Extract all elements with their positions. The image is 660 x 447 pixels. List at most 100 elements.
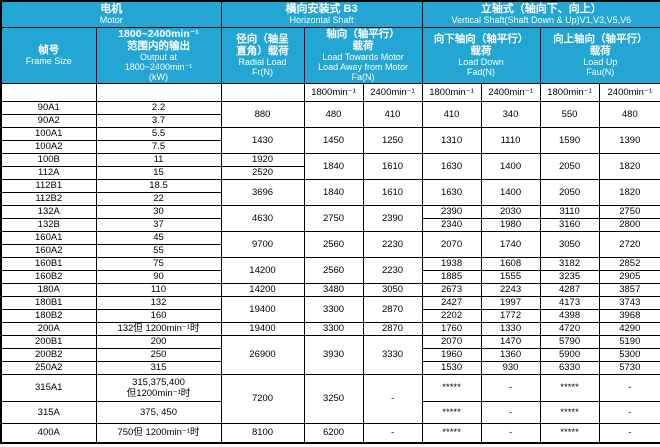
- table-row: 315A1 315,375,400 但1200min⁻¹时 7200 3250- ***…: [0, 373, 660, 424]
- cell-frame: 315A1: [0, 373, 97, 402]
- output-header-zh: 1800~2400min⁻¹ 范围内的输出: [118, 28, 199, 52]
- cell-fr: 4630: [220, 204, 305, 232]
- cell-fa-2400: 2230: [362, 256, 423, 284]
- cell-fad-1800: 2340: [421, 217, 482, 232]
- cell-fau-2400: 3743: [598, 295, 660, 310]
- table-row: 112B2 22: [0, 191, 660, 206]
- cell-frame: 112B2: [0, 191, 97, 206]
- cell-fa-1800: 3930: [303, 334, 364, 375]
- cell-output: 110: [95, 282, 222, 297]
- horizontal-shaft-group-header-en: Horizontal Shaft: [289, 15, 354, 26]
- cell-fa-2400: 1610: [362, 178, 423, 206]
- cell-fau-1800: 3050: [539, 230, 600, 258]
- speed-col-header-fa-1800: 1800min⁻¹: [303, 82, 364, 102]
- cell-fa-2400: -: [362, 373, 423, 424]
- cell-fau-2400: 1820: [598, 152, 660, 180]
- cell-fr: 2520: [220, 165, 305, 180]
- cell-fad-1800: 2202: [421, 308, 482, 323]
- frame-size-header: 帧号 Frame Size: [0, 26, 97, 84]
- radial-load-header-zh: 径向（轴呈 直角）载荷: [236, 33, 289, 57]
- cell-frame: 100A2: [0, 139, 97, 154]
- table-row: 90A2 3.7: [0, 113, 660, 128]
- cell-fad-1800: 1530: [421, 360, 482, 375]
- cell-frame: 200B2: [0, 347, 97, 362]
- cell-fa-1800: 2560: [303, 256, 364, 284]
- cell-fau-1800: 1590: [539, 126, 600, 154]
- speed-col-header-fau-1800: 1800min⁻¹: [539, 82, 600, 102]
- table-row: 180B1 132 19400 3300 2870 2427 1997 4173 3743: [0, 295, 660, 323]
- table-header: 电机 Motor 横向安装式 B3 Horizontal Shaft 立轴式（轴向下、向…: [0, 0, 660, 102]
- cell-fau-1800: 2050: [539, 178, 600, 206]
- output-header-en: Output at 1800~2400min⁻¹ (kW): [124, 52, 193, 82]
- cell-fad-2400: 340: [480, 100, 541, 128]
- table-row: 200A 132但 1200min⁻¹时 19400 3300 2870 1760 1330…: [0, 321, 660, 336]
- cell-fau-2400: 3968: [598, 308, 660, 323]
- table-row: 400A 750但 1200min⁻¹时 8100 6200- ***** - ***** -: [0, 422, 660, 444]
- table-row: 315A 375, 450 ***** - ***** -: [0, 400, 660, 424]
- cell-output: 160: [95, 308, 222, 323]
- cell-fad-1800: 410: [421, 100, 482, 128]
- cell-fr: 880: [220, 100, 305, 128]
- cell-fr: 8100: [220, 422, 305, 444]
- vertical-shaft-group-header: 立轴式（轴向下、向上） Vertical Shaft(Shaft Down & U…: [421, 0, 660, 28]
- cell-fau-2400: 5190: [598, 334, 660, 349]
- cell-fa-1800: 2750: [303, 204, 364, 232]
- radial-load-header: 径向（轴呈 直角）载荷 Radial Load Fr(N): [220, 26, 305, 84]
- table-row: 90A1 2.2 880 480 410 410 340 550 480: [0, 100, 660, 128]
- frame-size-header-en: Frame Size: [25, 56, 72, 66]
- cell-fr: 19400: [220, 321, 305, 336]
- cell-fad-2400: 1555: [480, 269, 541, 284]
- cell-fad-2400: 1400: [480, 178, 541, 206]
- blank-header-cell: [220, 82, 305, 102]
- cell-fau-2400: 3857: [598, 282, 660, 297]
- cell-frame: 250A2: [0, 360, 97, 375]
- cell-fr: 14200: [220, 256, 305, 284]
- cell-frame: 160A1: [0, 230, 97, 245]
- cell-fad-1800: *****: [421, 373, 482, 402]
- cell-fr: 14200: [220, 282, 305, 297]
- cell-fr: 1920: [220, 152, 305, 167]
- load-up-header: 向上轴向（轴平行） 载荷 Load Up Fau(N): [539, 26, 660, 84]
- cell-fad-2400: 1980: [480, 217, 541, 232]
- cell-fau-2400: 480: [598, 100, 660, 128]
- cell-output: 250: [95, 347, 222, 362]
- cell-frame: 90A1: [0, 100, 97, 115]
- cell-fad-2400: 2243: [480, 282, 541, 297]
- cell-fau-2400: 5300: [598, 347, 660, 362]
- table-row: 100A2 7.5: [0, 139, 660, 154]
- table-row: 160A1 45 9700 2560 2230 2070 1740 3050 2720: [0, 230, 660, 258]
- cell-fad-2400: 1360: [480, 347, 541, 362]
- load-down-header-zh: 向下轴向（轴平行） 载荷: [433, 33, 529, 57]
- cell-fau-1800: 2050: [539, 152, 600, 180]
- cell-fau-1800: 3160: [539, 217, 600, 232]
- cell-output: 132: [95, 295, 222, 310]
- cell-fad-1800: 1960: [421, 347, 482, 362]
- cell-fad-1800: *****: [421, 422, 482, 444]
- cell-fa-1800: 480: [303, 100, 364, 128]
- cell-output: 750但 1200min⁻¹时: [95, 422, 222, 444]
- cell-fad-1800: 2390: [421, 204, 482, 219]
- cell-output: 315: [95, 360, 222, 375]
- cell-frame: 90A2: [0, 113, 97, 128]
- speed-col-header-fad-1800: 1800min⁻¹: [421, 82, 482, 102]
- cell-fad-2400: -: [480, 373, 541, 402]
- cell-fau-1800: 4287: [539, 282, 600, 297]
- cell-fau-2400: 2800: [598, 217, 660, 232]
- vertical-shaft-group-header-en: Vertical Shaft(Shaft Down & Up)V1,V3,V5,…: [451, 15, 632, 26]
- motor-group-header-zh: 电机: [100, 3, 123, 16]
- cell-output: 90: [95, 269, 222, 284]
- cell-output: 2.2: [95, 100, 222, 115]
- output-header: 1800~2400min⁻¹ 范围内的输出 Output at 1800~2400…: [95, 26, 222, 84]
- cell-fa-2400: 2230: [362, 230, 423, 258]
- speed-col-header-fau-2400: 2400min⁻¹: [598, 82, 660, 102]
- cell-fr: 1430: [220, 126, 305, 154]
- motor-group-header-en: Motor: [99, 15, 123, 26]
- cell-fad-2400: 1400: [480, 152, 541, 180]
- cell-fa-1800: 3480: [303, 282, 364, 297]
- axial-load-header: 轴向（轴平行） 载荷 Load Towards Motor Load Away f…: [303, 26, 423, 84]
- blank-header-cell: [95, 82, 222, 102]
- cell-fau-2400: -: [598, 400, 660, 424]
- cell-fad-2400: 1470: [480, 334, 541, 349]
- table-row: 200B1 200 26900 3930 3330 2070 1470 5790 5190: [0, 334, 660, 375]
- cell-fa-1800: 6200: [303, 422, 364, 444]
